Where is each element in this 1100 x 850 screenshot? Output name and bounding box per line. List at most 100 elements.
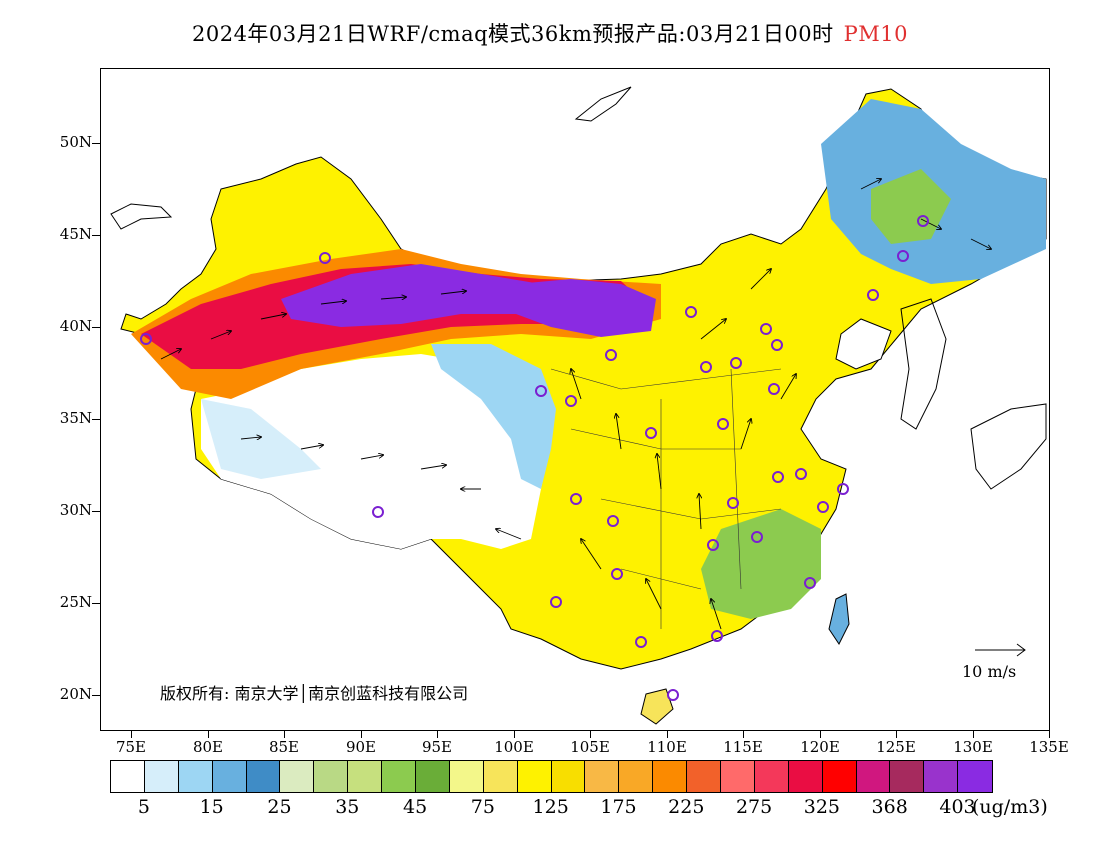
x-label-130e: 130E [953, 738, 993, 756]
colorbar-cell [822, 761, 857, 792]
colorbar [110, 760, 994, 793]
y-label-45n: 45N [59, 225, 92, 243]
x-label-95e: 95E [421, 738, 453, 756]
x-tick [590, 731, 591, 738]
colorbar-cell [890, 761, 925, 792]
colorbar-label: 175 [600, 796, 637, 818]
x-label-85e: 85E [268, 738, 300, 756]
southeast-green-region [701, 509, 821, 619]
colorbar-cell [551, 761, 586, 792]
y-tick [92, 603, 100, 604]
forecast-map [110, 86, 1047, 725]
colorbar-cell [348, 761, 383, 792]
x-tick [284, 731, 285, 738]
wind-scale-label: 10 m/s [962, 662, 1017, 681]
colorbar-cell [111, 761, 145, 792]
x-tick [131, 731, 132, 738]
colorbar-label: 325 [803, 796, 841, 818]
colorbar-unit: (ug/m3) [972, 796, 1048, 818]
colorbar-cell [416, 761, 450, 792]
x-tick [361, 731, 362, 738]
colorbar-cell [958, 761, 993, 792]
x-label-105e: 105E [570, 738, 610, 756]
korea-outline [900, 298, 947, 430]
colorbar-label: 45 [403, 796, 428, 818]
y-label-25n: 25N [59, 593, 92, 611]
colorbar-label: 15 [199, 796, 224, 818]
colorbar-cell [280, 761, 315, 792]
title-text: 2024年03月21日WRF/cmaq模式36km预报产品:03月21日00时 [191, 22, 834, 46]
colorbar-label: 368 [871, 796, 908, 818]
colorbar-cell [449, 761, 484, 792]
colorbar-cell [653, 761, 688, 792]
x-label-75e: 75E [115, 738, 147, 756]
y-tick [92, 511, 100, 512]
colorbar-label: 35 [335, 796, 360, 818]
colorbar-cell [924, 761, 959, 792]
lake-baikal-outline [574, 86, 632, 122]
colorbar-cell [619, 761, 654, 792]
x-label-125e: 125E [876, 738, 916, 756]
x-tick [896, 731, 897, 738]
x-tick [973, 731, 974, 738]
colorbar-cell [382, 761, 417, 792]
wind-scale-arrow [975, 643, 1026, 657]
taiwan-island [828, 593, 850, 645]
colorbar-cell [483, 761, 518, 792]
colorbar-cell [314, 761, 349, 792]
colorbar-cell [721, 761, 755, 792]
x-tick [208, 731, 209, 738]
x-tick [820, 731, 821, 738]
colorbar-cell [144, 761, 179, 792]
map-plot-area [100, 68, 1050, 731]
map-title: 2024年03月21日WRF/cmaq模式36km预报产品:03月21日00时 P… [0, 18, 1100, 48]
colorbar-label: 125 [532, 796, 569, 818]
y-tick [92, 143, 100, 144]
x-tick [514, 731, 515, 738]
colorbar-cell [788, 761, 823, 792]
y-tick [92, 419, 100, 420]
y-label-30n: 30N [59, 501, 92, 519]
japan-outline [970, 403, 1047, 490]
x-label-110e: 110E [647, 738, 687, 756]
y-tick [92, 235, 100, 236]
x-tick [1049, 731, 1050, 738]
colorbar-cell [754, 761, 789, 792]
y-tick [92, 695, 100, 696]
bohai-sea [835, 318, 892, 370]
x-tick [743, 731, 744, 738]
colorbar-cell [585, 761, 620, 792]
colorbar-label: 225 [668, 796, 705, 818]
tibet-blue-band [431, 344, 556, 489]
colorbar-label: 75 [470, 796, 495, 818]
colorbar-cell [687, 761, 722, 792]
y-tick [92, 327, 100, 328]
colorbar-cell [517, 761, 552, 792]
y-label-35n: 35N [59, 409, 92, 427]
city-markers [140, 215, 929, 701]
y-label-20n: 20N [59, 685, 92, 703]
x-label-90e: 90E [345, 738, 377, 756]
y-label-40n: 40N [59, 317, 92, 335]
colorbar-label: 5 [137, 796, 150, 818]
colorbar-cell [178, 761, 213, 792]
copyright-text: 版权所有: 南京大学│南京创蓝科技有限公司 [160, 684, 469, 703]
pollutant-label: PM10 [843, 22, 909, 46]
colorbar-label: 403 [939, 796, 976, 818]
y-label-50n: 50N [59, 133, 92, 151]
tibet-low-region [201, 354, 551, 549]
x-tick [667, 731, 668, 738]
x-label-80e: 80E [192, 738, 224, 756]
colorbar-label: 275 [735, 796, 773, 818]
x-label-120e: 120E [800, 738, 840, 756]
colorbar-cell [246, 761, 281, 792]
colorbar-label: 25 [267, 796, 292, 818]
wind-vectors [160, 179, 991, 630]
x-label-115e: 115E [723, 738, 763, 756]
province-boundaries [550, 368, 782, 629]
hainan-island [640, 688, 674, 725]
x-tick [437, 731, 438, 738]
colorbar-cell [212, 761, 247, 792]
kazakh-lake-outline [110, 203, 173, 230]
colorbar-cell [856, 761, 891, 792]
